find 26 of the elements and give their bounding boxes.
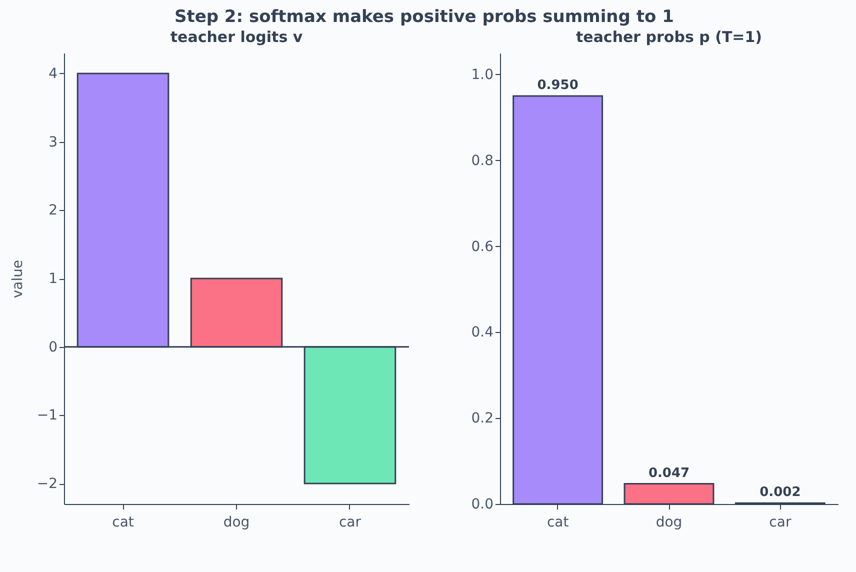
chart-title: Step 2: softmax makes positive probs summing to 1 <box>174 7 674 27</box>
y-tick-label: 3 <box>48 134 58 150</box>
x-tick-label: dog <box>656 514 682 530</box>
chart-subtitle: teacher logits v <box>170 28 303 46</box>
y-tick-label: 0.6 <box>471 238 494 255</box>
y-tick-label: 0.4 <box>471 324 494 341</box>
y-tick-label: 4 <box>48 66 58 82</box>
y-axis-title: value <box>10 260 26 298</box>
y-tick-label: 0 <box>48 339 58 356</box>
y-tick-label: −1 <box>36 408 58 424</box>
y-tick-label: 1.0 <box>471 66 494 83</box>
chart-subtitle: teacher probs p (T=1) <box>576 28 762 46</box>
x-tick-label: cat <box>112 514 134 530</box>
x-tick-label: car <box>769 514 792 530</box>
data-label: 0.002 <box>760 485 801 500</box>
y-tick-label: 0.2 <box>471 410 494 427</box>
y-tick-label: 2 <box>48 202 58 219</box>
x-tick-label: cat <box>546 514 570 530</box>
data-label: 0.950 <box>537 78 578 93</box>
y-tick-label: 0.8 <box>471 152 494 169</box>
x-tick-label: dog <box>223 514 250 530</box>
x-tick-label: car <box>338 514 362 530</box>
y-tick-label: 1 <box>48 271 58 287</box>
y-tick-label: −2 <box>36 476 58 492</box>
y-tick-label: 0.0 <box>471 496 494 512</box>
data-label: 0.047 <box>648 466 690 481</box>
